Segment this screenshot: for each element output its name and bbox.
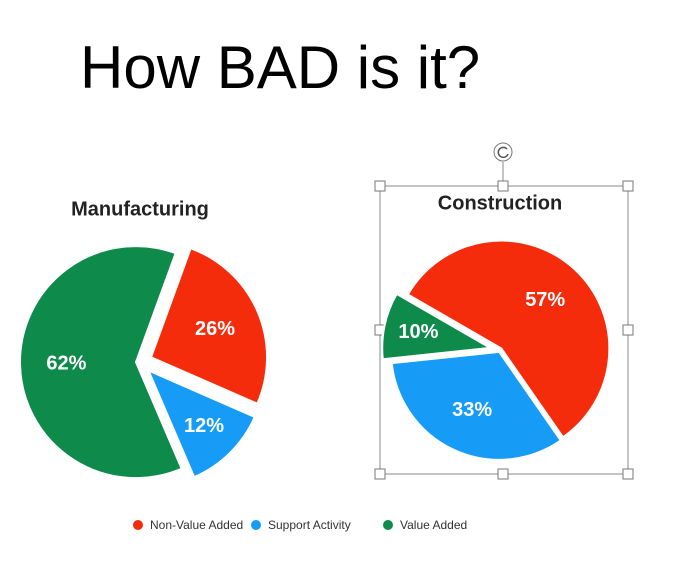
pie-slice [19, 245, 184, 480]
slide-title: How BAD is it? [80, 34, 480, 101]
legend-label: Value Added [400, 518, 467, 532]
data-label: 26% [195, 318, 235, 340]
pie-slice [149, 246, 268, 406]
legend-marker [251, 520, 261, 530]
chart-title: Manufacturing [71, 198, 209, 220]
pie-slice [390, 350, 563, 461]
legend-marker [133, 520, 143, 530]
pie-slice [406, 239, 611, 439]
legend-marker [383, 520, 393, 530]
selection-box [374, 142, 634, 480]
data-label: 33% [452, 399, 492, 421]
legend-label: Support Activity [268, 518, 351, 532]
pie-slice [381, 292, 494, 361]
pie-slice [146, 368, 257, 479]
chart-title: Construction [438, 192, 562, 214]
data-label: 62% [46, 352, 86, 374]
legend-label: Non-Value Added [150, 518, 243, 532]
data-label: 57% [525, 289, 565, 311]
data-label: 10% [398, 321, 438, 343]
data-label: 12% [184, 415, 224, 437]
